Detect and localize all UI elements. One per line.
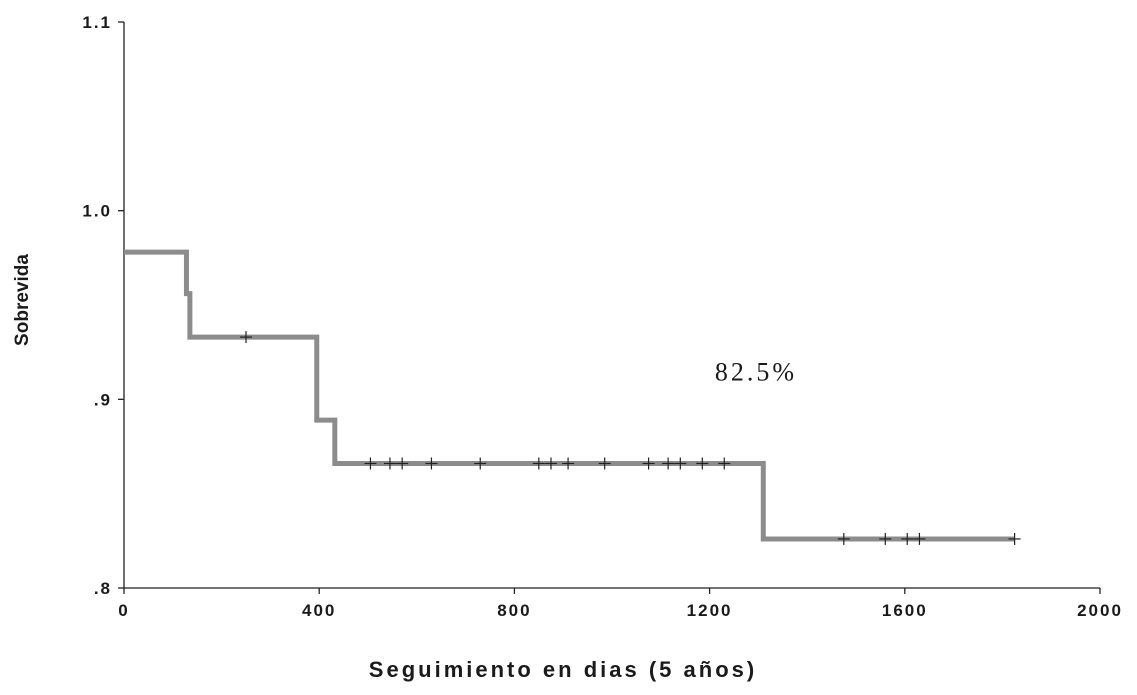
series-layer: [124, 249, 1015, 542]
censor-mark: [562, 457, 575, 470]
censor-mark: [532, 457, 545, 470]
censor-mark: [474, 457, 487, 470]
x-tick-label: 2000: [1077, 601, 1123, 620]
censor-mark: [913, 532, 926, 545]
censor-mark: [240, 331, 252, 344]
censor-mark: [396, 457, 409, 470]
censor-mark: [837, 532, 850, 545]
censor-mark: [718, 457, 731, 470]
censor-mark: [425, 457, 438, 470]
y-tick-label: 1.1: [82, 13, 112, 32]
axes: .8 .9 1.0 1.1 0 400 800 1200 1600 2000: [82, 13, 1123, 620]
censor-mark: [662, 457, 675, 470]
censor-mark: [879, 532, 892, 545]
censor-marks-layer: [240, 331, 1021, 545]
censor-mark: [642, 457, 655, 470]
x-tick-label: 800: [497, 601, 531, 620]
censor-mark: [598, 457, 611, 470]
censor-mark: [901, 532, 914, 545]
y-tick-label: 1.0: [82, 202, 112, 221]
y-tick-label: .9: [94, 390, 112, 409]
x-tick-label: 0: [118, 601, 129, 620]
x-axis-label: Seguimiento en dias (5 años): [369, 657, 757, 682]
censor-mark: [1008, 532, 1021, 545]
x-tick-label: 400: [302, 601, 336, 620]
censor-mark: [545, 457, 557, 470]
censor-mark: [696, 457, 709, 470]
censor-mark: [383, 457, 396, 470]
censor-mark: [674, 457, 687, 470]
y-axis-label: Sobrevida: [12, 254, 33, 346]
x-tick-label: 1200: [687, 601, 733, 620]
y-tick-label: .8: [94, 579, 112, 598]
survival-annotation: 82.5%: [715, 357, 797, 386]
censor-mark: [364, 457, 377, 470]
x-tick-label: 1600: [882, 601, 928, 620]
survival-step-line: [124, 249, 1015, 542]
